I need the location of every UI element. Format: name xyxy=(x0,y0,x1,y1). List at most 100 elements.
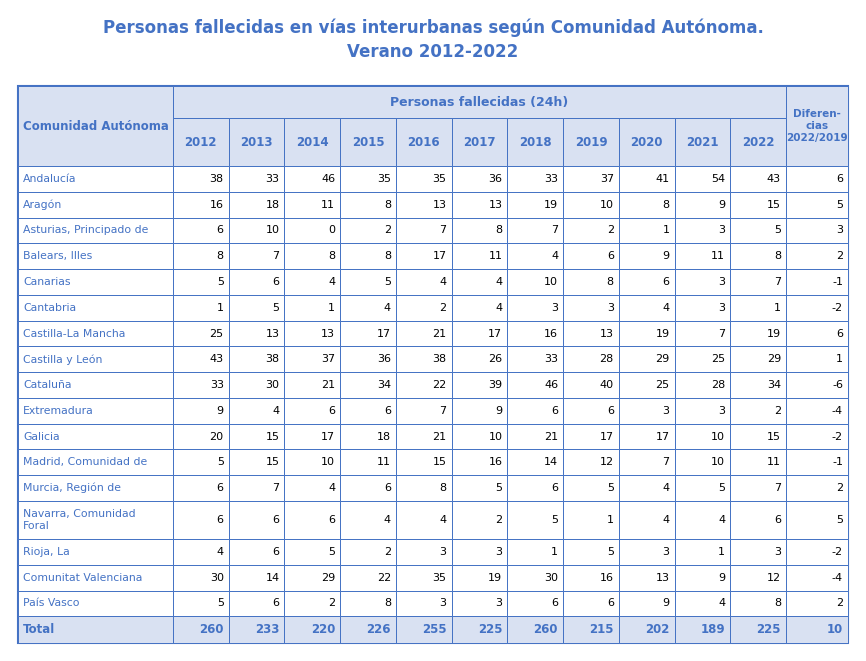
Text: 2016: 2016 xyxy=(408,136,440,149)
Text: 4: 4 xyxy=(440,515,447,525)
Text: Diferen-
cias
2022/2019: Diferen- cias 2022/2019 xyxy=(786,110,848,143)
Bar xyxy=(507,346,563,372)
Text: Murcia, Región de: Murcia, Región de xyxy=(23,483,121,493)
Bar xyxy=(340,269,396,295)
Bar xyxy=(18,166,173,192)
Bar xyxy=(786,166,848,192)
Bar xyxy=(675,166,730,192)
Bar xyxy=(284,449,340,475)
Bar xyxy=(340,616,396,643)
Bar xyxy=(563,424,619,449)
Bar xyxy=(619,590,675,616)
Text: 215: 215 xyxy=(590,623,614,636)
Text: 2: 2 xyxy=(774,406,781,416)
Text: 202: 202 xyxy=(645,623,669,636)
Bar xyxy=(340,475,396,501)
Bar xyxy=(229,192,284,217)
Bar xyxy=(786,192,848,217)
Bar xyxy=(284,424,340,449)
Text: 4: 4 xyxy=(384,515,391,525)
Text: 3: 3 xyxy=(607,303,614,313)
Bar xyxy=(18,564,173,590)
Text: 6: 6 xyxy=(384,406,391,416)
Bar xyxy=(619,118,675,166)
Bar xyxy=(675,346,730,372)
Text: 6: 6 xyxy=(774,515,781,525)
Bar xyxy=(396,295,452,321)
Text: 43: 43 xyxy=(767,174,781,184)
Text: 7: 7 xyxy=(440,225,447,235)
Text: 2: 2 xyxy=(440,303,447,313)
Bar xyxy=(786,295,848,321)
Text: 7: 7 xyxy=(272,483,280,493)
Bar xyxy=(18,424,173,449)
Text: 22: 22 xyxy=(432,380,447,390)
Bar xyxy=(173,243,229,269)
Text: 4: 4 xyxy=(718,598,725,608)
Text: 18: 18 xyxy=(377,432,391,442)
Text: 33: 33 xyxy=(544,354,558,364)
Bar xyxy=(563,449,619,475)
Text: 39: 39 xyxy=(488,380,502,390)
Text: 12: 12 xyxy=(767,572,781,582)
Bar xyxy=(619,501,675,539)
Bar xyxy=(340,590,396,616)
Text: 7: 7 xyxy=(774,483,781,493)
Bar xyxy=(173,295,229,321)
Bar xyxy=(340,217,396,243)
Bar xyxy=(563,346,619,372)
Text: 21: 21 xyxy=(432,329,447,338)
Text: 2019: 2019 xyxy=(575,136,607,149)
Text: 38: 38 xyxy=(265,354,280,364)
Text: 3: 3 xyxy=(662,547,669,557)
Text: 3: 3 xyxy=(718,225,725,235)
Text: 3: 3 xyxy=(774,547,781,557)
Text: 4: 4 xyxy=(440,277,447,287)
Text: 25: 25 xyxy=(656,380,669,390)
Text: 225: 225 xyxy=(757,623,781,636)
Bar xyxy=(173,372,229,398)
Text: 2015: 2015 xyxy=(352,136,385,149)
Text: Comunidad Autónoma: Comunidad Autónoma xyxy=(23,120,169,133)
Bar xyxy=(786,424,848,449)
Bar xyxy=(452,321,507,346)
Text: 2: 2 xyxy=(836,251,843,261)
Text: 17: 17 xyxy=(321,432,335,442)
Bar xyxy=(229,243,284,269)
Bar xyxy=(173,539,229,564)
Bar xyxy=(507,269,563,295)
Text: 38: 38 xyxy=(432,354,447,364)
Text: 8: 8 xyxy=(384,251,391,261)
Text: 5: 5 xyxy=(607,547,614,557)
Text: 6: 6 xyxy=(607,251,614,261)
Bar xyxy=(396,501,452,539)
Bar xyxy=(18,295,173,321)
Text: 226: 226 xyxy=(366,623,391,636)
Text: 40: 40 xyxy=(599,380,614,390)
Text: 220: 220 xyxy=(311,623,335,636)
Text: 54: 54 xyxy=(711,174,725,184)
Bar xyxy=(340,372,396,398)
Text: 8: 8 xyxy=(495,225,502,235)
Bar xyxy=(173,424,229,449)
Bar xyxy=(619,398,675,424)
Text: 14: 14 xyxy=(265,572,280,582)
Bar xyxy=(452,192,507,217)
Text: 6: 6 xyxy=(273,515,280,525)
Text: 25: 25 xyxy=(711,354,725,364)
Bar xyxy=(786,86,848,166)
Text: 26: 26 xyxy=(488,354,502,364)
Bar xyxy=(675,398,730,424)
Text: Castilla-La Mancha: Castilla-La Mancha xyxy=(23,329,126,338)
Bar xyxy=(18,539,173,564)
Bar xyxy=(619,192,675,217)
Text: 3: 3 xyxy=(495,598,502,608)
Text: 4: 4 xyxy=(495,303,502,313)
Text: 8: 8 xyxy=(328,251,335,261)
Bar xyxy=(18,192,173,217)
Text: 10: 10 xyxy=(600,200,614,210)
Bar xyxy=(507,372,563,398)
Text: 7: 7 xyxy=(440,406,447,416)
Text: 1: 1 xyxy=(551,547,558,557)
Text: 21: 21 xyxy=(432,432,447,442)
